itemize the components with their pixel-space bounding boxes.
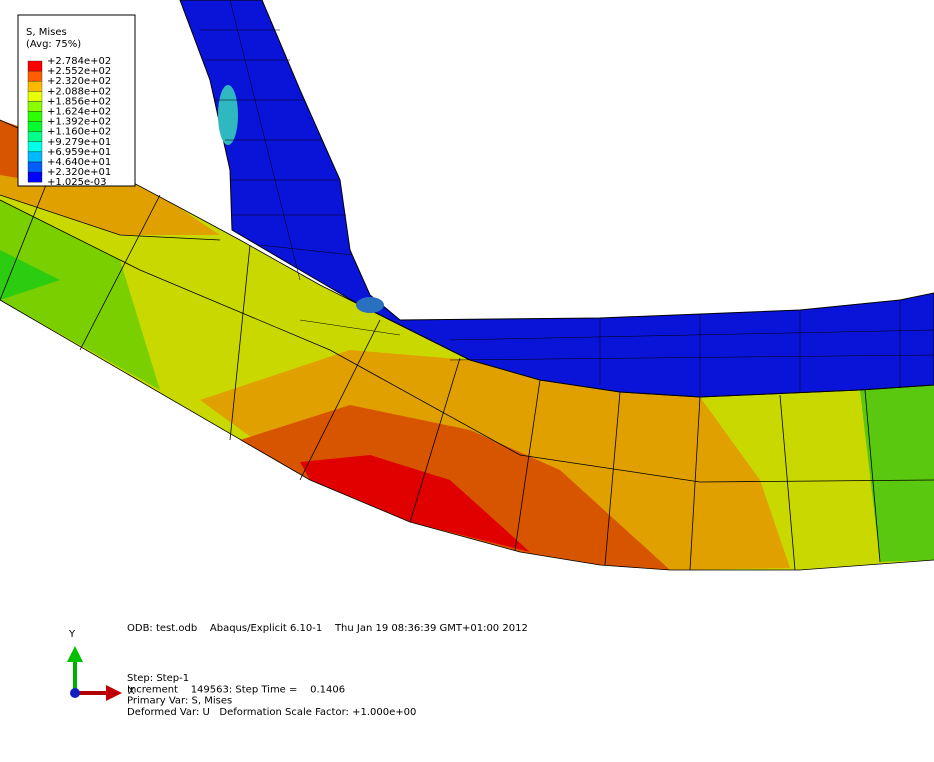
legend-swatch — [27, 91, 43, 102]
mesh-line — [689, 396, 701, 571]
origin — [70, 688, 80, 698]
legend-label: +2.088e+02 — [47, 86, 111, 97]
legend-swatch — [27, 161, 43, 173]
info-line: Increment 149563: Step Time = 0.1406 — [127, 684, 345, 695]
mesh-line — [409, 357, 461, 523]
mesh-line — [0, 199, 934, 483]
y-arrow-head — [67, 646, 83, 662]
legend-label: +1.160e+02 — [47, 127, 111, 138]
legend-swatch — [27, 81, 43, 92]
odb-line: ODB: test.odb Abaqus/Explicit 6.10-1 Thu… — [127, 623, 528, 634]
legend-label: +2.320e+01 — [47, 167, 111, 178]
mesh-line — [514, 379, 541, 551]
band-green — [0, 200, 160, 390]
legend-label: +1.025e-03 — [47, 177, 107, 188]
band-red — [300, 455, 530, 552]
legend-swatch — [27, 151, 43, 163]
info: ODB: test.odb Abaqus/Explicit 6.10-1 Thu… — [127, 623, 528, 718]
stress-spot — [218, 85, 238, 145]
tool — [179, 0, 934, 398]
y-label: Y — [68, 629, 76, 640]
legend-label: +6.959e+01 — [47, 147, 111, 158]
legend-label: +1.856e+02 — [47, 96, 111, 107]
band-green3 — [860, 385, 934, 562]
legend-label: +2.784e+02 — [47, 56, 111, 67]
x-arrow-head — [106, 685, 122, 701]
mesh-line — [0, 299, 934, 571]
mesh-line — [79, 194, 161, 351]
mesh-line — [604, 391, 621, 566]
mesh-line — [779, 394, 796, 571]
legend-label: +2.320e+02 — [47, 76, 111, 87]
legend-title: (Avg: 75%) — [26, 39, 81, 50]
info-line: Step: Step-1 — [127, 673, 189, 684]
tool-mesh — [200, 0, 934, 395]
legend-swatch — [27, 101, 43, 112]
x-label: X — [128, 686, 135, 697]
legend-title: S, Mises — [26, 27, 67, 38]
legend-swatch — [27, 171, 43, 183]
legend-swatch — [27, 111, 43, 122]
legend-swatch — [27, 141, 43, 153]
legend-label: +1.392e+02 — [47, 117, 111, 128]
info-line: Deformed Var: U Deformation Scale Factor… — [127, 707, 416, 718]
mesh-line — [0, 194, 221, 241]
mesh-line — [229, 244, 251, 441]
legend-label: +1.624e+02 — [47, 107, 111, 118]
stress-spot — [356, 297, 384, 313]
legend-label: +4.640e+01 — [47, 157, 111, 168]
info-line: Primary Var: S, Mises — [127, 696, 232, 707]
legend-swatch — [27, 60, 43, 72]
mesh-line — [299, 319, 381, 481]
legend-swatch — [27, 121, 43, 132]
legend: S, Mises (Avg: 75%) +2.784e+02+2.552e+02… — [17, 14, 136, 188]
legend-swatch — [27, 70, 43, 82]
legend-label: +2.552e+02 — [47, 66, 111, 77]
mesh-line — [864, 389, 881, 563]
triad: Y X — [67, 629, 135, 701]
legend-label: +9.279e+01 — [47, 137, 111, 148]
legend-swatch — [27, 131, 43, 142]
